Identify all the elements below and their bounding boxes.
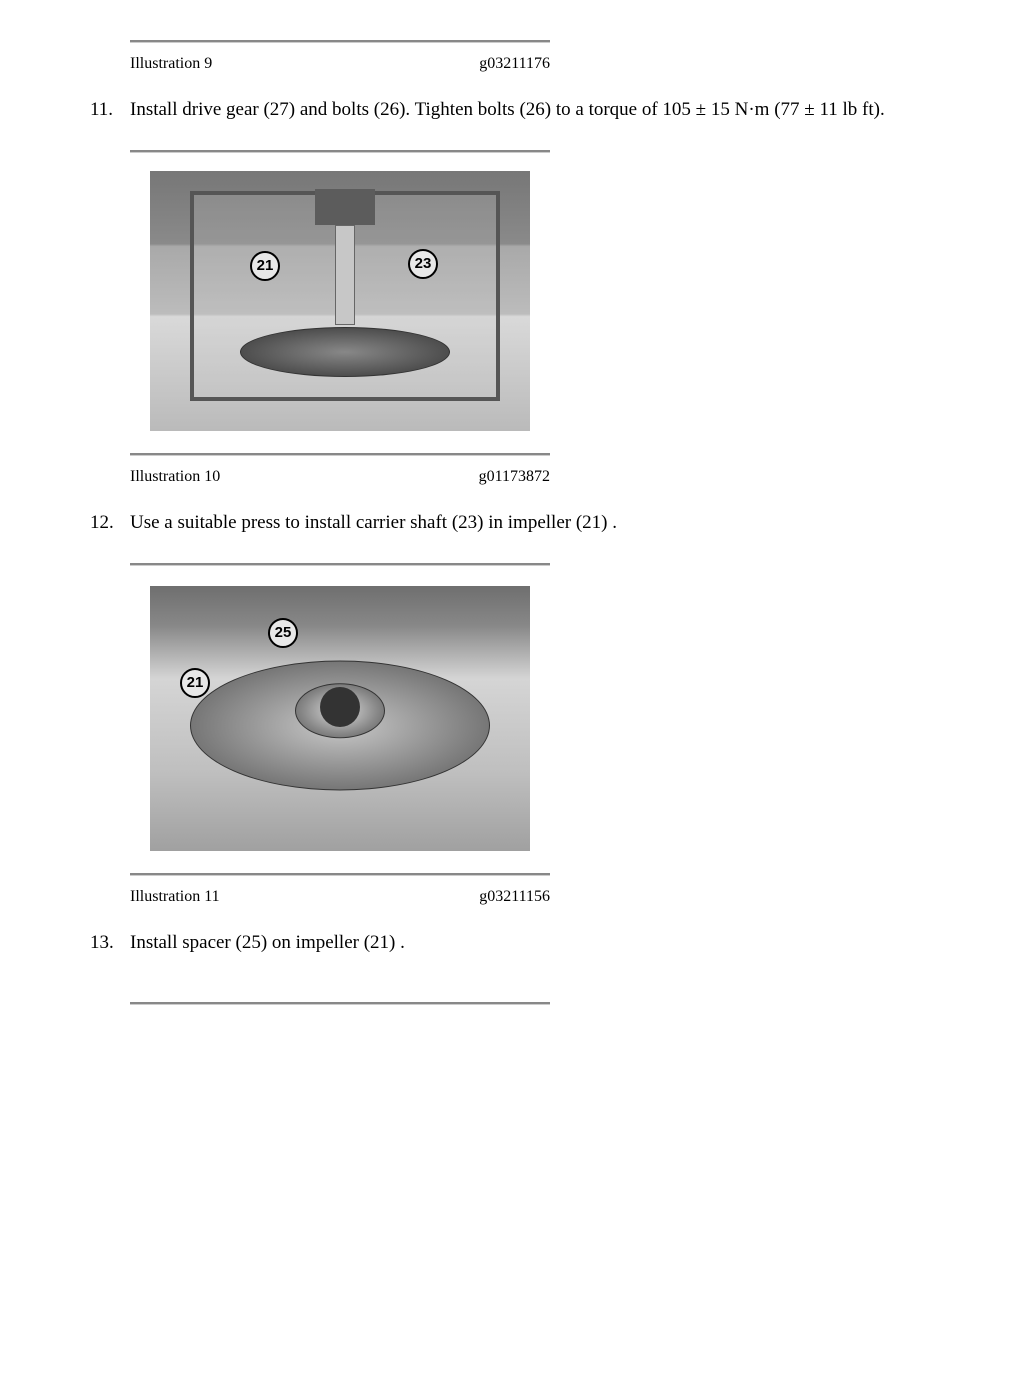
- callout-21b: 21: [180, 668, 210, 698]
- step-12: Use a suitable press to install carrier …: [60, 510, 964, 536]
- step-13: Install spacer (25) on impeller (21) .: [60, 930, 964, 956]
- step-11-text: Install drive gear (27) and bolts (26). …: [130, 99, 885, 120]
- figure-rule: [130, 1002, 550, 1005]
- step-list-13: Install spacer (25) on impeller (21) .: [60, 930, 964, 956]
- illustration-label: Illustration 10: [130, 466, 220, 488]
- illustration-11-block: 25 21 Illustration 11 g03211156: [130, 563, 550, 912]
- illustration-11-photo: 25 21: [150, 586, 530, 851]
- step-list-12: Use a suitable press to install carrier …: [60, 510, 964, 536]
- step-11: Install drive gear (27) and bolts (26). …: [60, 97, 964, 123]
- illustration-10-block: 21 23 Illustration 10 g01173872: [130, 150, 550, 492]
- illustration-label: Illustration 11: [130, 886, 220, 908]
- figure-rule: [130, 563, 550, 566]
- figure-rule: [130, 150, 550, 153]
- illustration-10-photo: 21 23: [150, 171, 530, 431]
- illustration-9-caption: Illustration 9 g03211176: [130, 43, 550, 79]
- illustration-9-block: Illustration 9 g03211176: [130, 40, 550, 79]
- step-13-text: Install spacer (25) on impeller (21) .: [130, 932, 405, 953]
- impeller-disc-shape: [240, 327, 450, 377]
- press-frame-shape: [190, 191, 500, 401]
- illustration-code: g03211176: [479, 53, 550, 75]
- press-ram-shape: [315, 189, 375, 225]
- impeller-center-shape: [320, 687, 360, 727]
- illustration-code: g01173872: [479, 466, 550, 488]
- step-list-11: Install drive gear (27) and bolts (26). …: [60, 97, 964, 123]
- press-shaft-shape: [335, 225, 355, 325]
- illustration-10-caption: Illustration 10 g01173872: [130, 456, 550, 492]
- illustration-label: Illustration 9: [130, 53, 212, 75]
- step-12-text: Use a suitable press to install carrier …: [130, 512, 617, 533]
- illustration-11-caption: Illustration 11 g03211156: [130, 876, 550, 912]
- next-figure-rule-wrap: [130, 1002, 550, 1005]
- callout-25: 25: [268, 618, 298, 648]
- illustration-code: g03211156: [479, 886, 550, 908]
